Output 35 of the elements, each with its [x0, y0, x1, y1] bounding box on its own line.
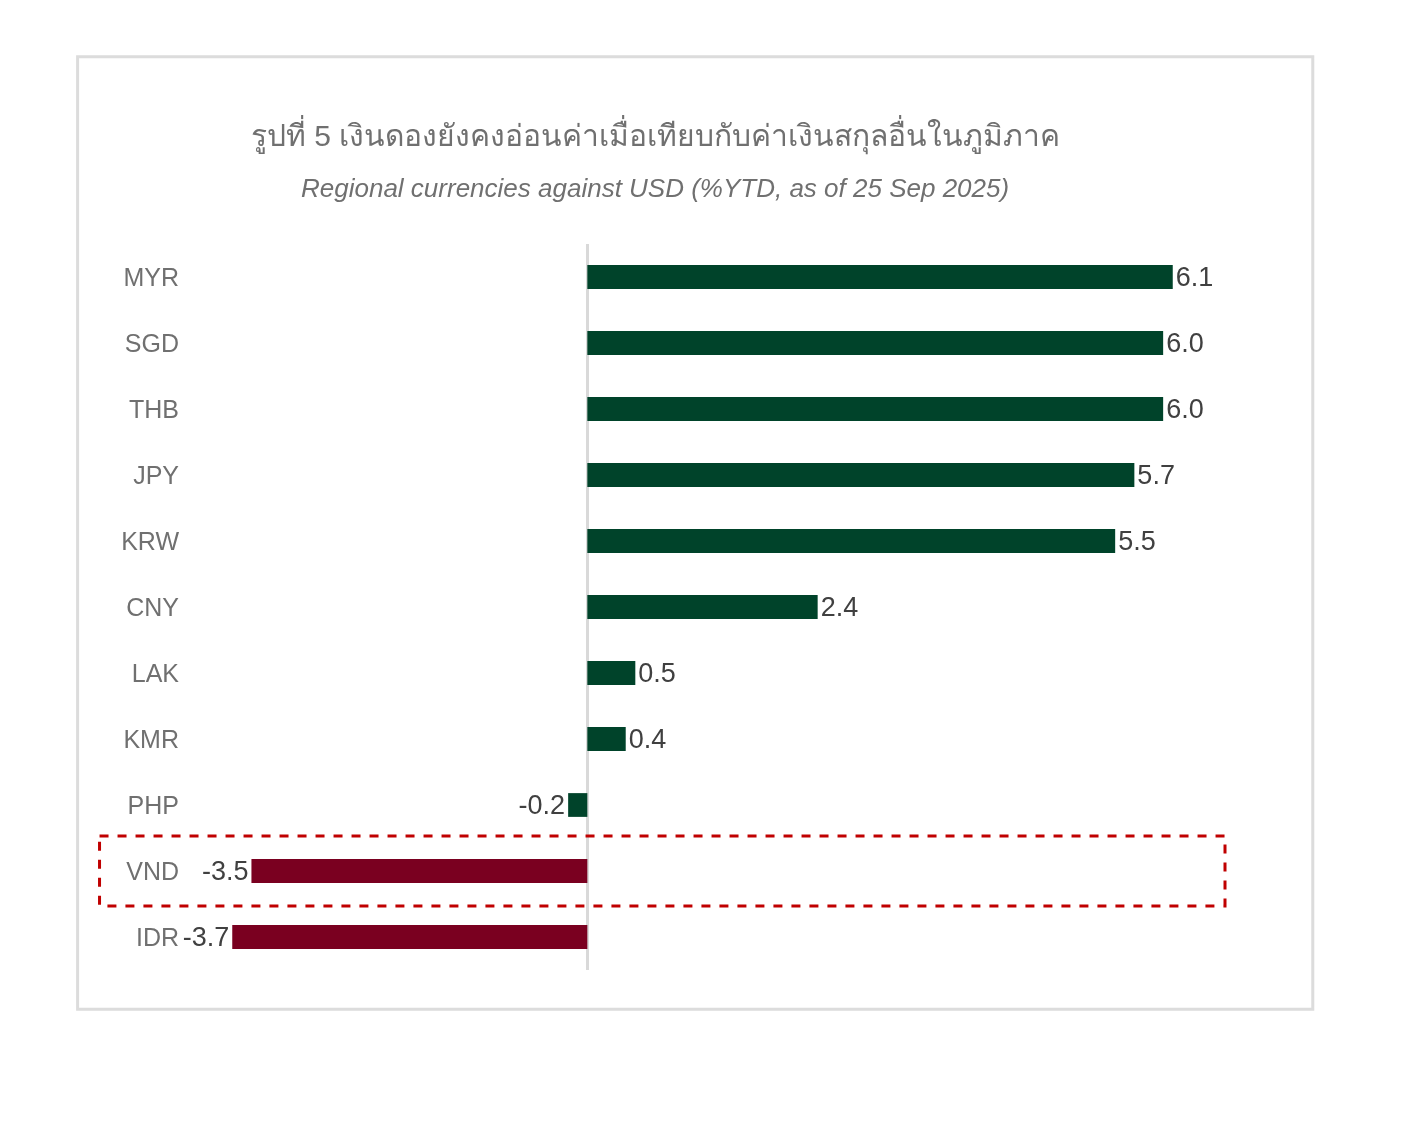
bar: [587, 595, 818, 619]
data-label: -3.7: [182, 922, 230, 952]
chart-subtitle: Regional currencies against USD (%YTD, as of 25 Sep 2025): [301, 173, 1010, 203]
y-tick-label: CNY: [126, 592, 180, 621]
y-tick-label: THB: [129, 394, 179, 423]
data-label: -0.2: [518, 790, 566, 820]
bar: [232, 925, 588, 949]
y-tick-label: PHP: [127, 790, 179, 819]
y-tick-label: SGD: [124, 328, 179, 357]
data-label: 2.4: [820, 592, 859, 622]
bar: [587, 661, 636, 685]
y-tick-label: KMR: [123, 724, 179, 753]
y-tick-label: IDR: [135, 922, 179, 951]
data-label: 6.0: [1166, 394, 1204, 424]
bar: [587, 397, 1164, 421]
data-label: 0.5: [638, 658, 676, 688]
data-label: 6.0: [1166, 328, 1204, 358]
data-label: 5.7: [1137, 460, 1175, 490]
y-tick-label: LAK: [131, 658, 180, 687]
y-tick-label: VND: [126, 856, 179, 885]
chart-title: รูปที่ 5 เงินดองยังคงอ่อนค่าเมื่อเทียบกับค่าเงินสกุลอื่นในภูมิภาค: [251, 115, 1061, 155]
y-tick-label: JPY: [133, 460, 180, 489]
bar: [568, 793, 588, 817]
data-label: 5.5: [1118, 526, 1156, 556]
bar: [587, 331, 1164, 355]
bar: [587, 529, 1116, 553]
bar: [587, 265, 1173, 289]
bar: [251, 859, 588, 883]
data-label: -3.5: [201, 856, 249, 886]
y-tick-label: KRW: [121, 526, 180, 555]
bar: [587, 463, 1135, 487]
y-tick-label: MYR: [123, 262, 179, 291]
data-label: 6.1: [1175, 262, 1214, 292]
bar: [587, 727, 626, 751]
data-label: 0.4: [628, 724, 667, 754]
